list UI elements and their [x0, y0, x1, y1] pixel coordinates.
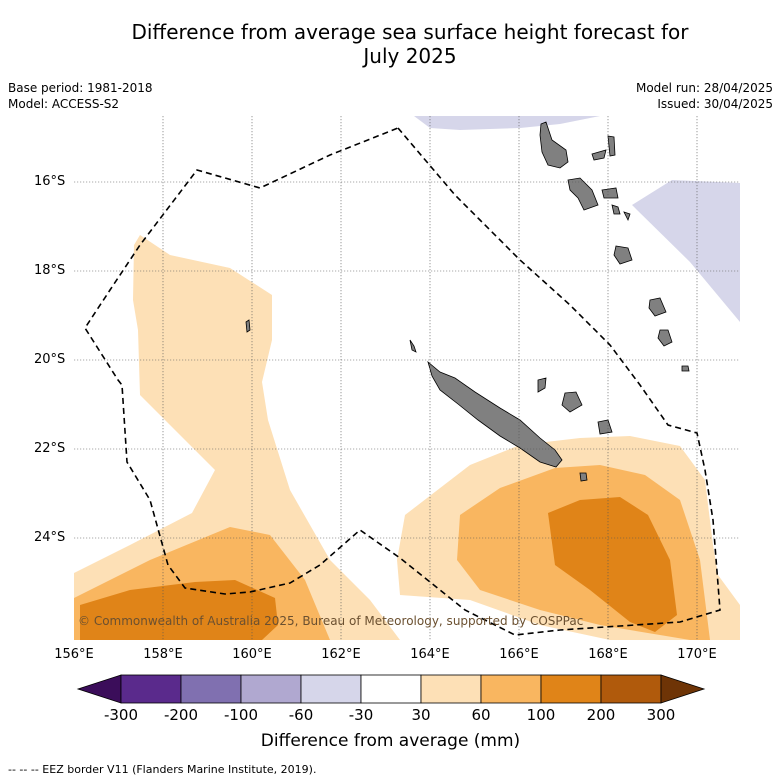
title-line-2: July 2025: [363, 44, 457, 68]
lon-label-158e: 158°E: [143, 647, 183, 662]
lat-label-16s: 16°S: [34, 174, 66, 189]
lon-label-156e: 156°E: [54, 647, 94, 662]
meta-right: Model run: 28/04/2025 Issued: 30/04/2025: [636, 80, 773, 112]
colorbar: [76, 674, 706, 704]
colorbar-bin-1: [120, 674, 182, 704]
colorbar-bin-9: [600, 674, 662, 704]
colorbar-label-1: -300: [103, 706, 139, 724]
colorbar-bin-7: [480, 674, 542, 704]
base-period-label: Base period: 1981-2018: [8, 81, 153, 95]
anomaly-100-200-west: [80, 580, 278, 640]
anomaly-30-60-west: [74, 235, 400, 640]
colorbar-label-4: -60: [288, 706, 314, 724]
vanuatu-espiritu-santo: [539, 121, 569, 169]
anomaly-100-200-east: [548, 497, 677, 632]
colorbar-label-7: 60: [471, 706, 491, 724]
map-content: [74, 116, 740, 640]
lat-label-24s: 24°S: [34, 530, 66, 545]
colorbar-extend-low: [76, 674, 122, 704]
colorbar-bin-2: [180, 674, 242, 704]
copyright-notice: © Commonwealth of Australia 2025, Bureau…: [78, 614, 584, 628]
vanuatu-islands-north: [567, 135, 619, 211]
colorbar-extend-high: [660, 674, 706, 704]
colorbar-bin-4: [300, 674, 362, 704]
loyalty-islands: [537, 377, 613, 435]
gridlines: [74, 116, 740, 640]
colorbar-label-3: -100: [223, 706, 259, 724]
lat-label-22s: 22°S: [34, 441, 66, 456]
vanuatu-islands-south: [648, 297, 690, 372]
colorbar-label-8: 100: [526, 706, 556, 724]
lon-label-170e: 170°E: [677, 647, 717, 662]
map-title: Difference from average sea surface heig…: [0, 20, 781, 68]
isle-of-pines: [579, 472, 588, 482]
meta-left: Base period: 1981-2018 Model: ACCESS-S2: [8, 80, 153, 112]
footer-note: -- -- -- EEZ border V11 (Flanders Marine…: [8, 763, 317, 776]
vanuatu-islands-central: [611, 204, 633, 265]
colorbar-label-5: -30: [348, 706, 374, 724]
lat-label-18s: 18°S: [34, 263, 66, 278]
lon-label-166e: 166°E: [499, 647, 539, 662]
lon-label-164e: 164°E: [410, 647, 450, 662]
model-label: Model: ACCESS-S2: [8, 97, 120, 111]
new-caledonia-land: [427, 360, 563, 468]
new-caledonia-north-islet: [409, 339, 417, 353]
colorbar-title: Difference from average (mm): [260, 731, 521, 751]
colorbar-bin-5: [360, 674, 422, 704]
colorbar-bin-8: [540, 674, 602, 704]
model-run-label: Model run: 28/04/2025: [635, 81, 773, 95]
colorbar-label-2: -200: [163, 706, 199, 724]
colorbar-bin-3: [240, 674, 302, 704]
lon-label-160e: 160°E: [232, 647, 272, 662]
title-line-1: Difference from average sea surface heig…: [131, 20, 689, 44]
colorbar-bin-6: [420, 674, 482, 704]
colorbar-label-9: 200: [586, 706, 616, 724]
colorbar-label-10: 300: [646, 706, 676, 724]
eez-border: [84, 127, 721, 636]
small-islets-west: [245, 319, 251, 333]
anomaly-negative-right: [632, 180, 740, 322]
lat-label-20s: 20°S: [34, 352, 66, 367]
anomaly-negative-top: [414, 116, 600, 130]
colorbar-label-6: 30: [411, 706, 431, 724]
lon-label-162e: 162°E: [321, 647, 361, 662]
issued-label: Issued: 30/04/2025: [657, 97, 773, 111]
lon-label-168e: 168°E: [588, 647, 628, 662]
